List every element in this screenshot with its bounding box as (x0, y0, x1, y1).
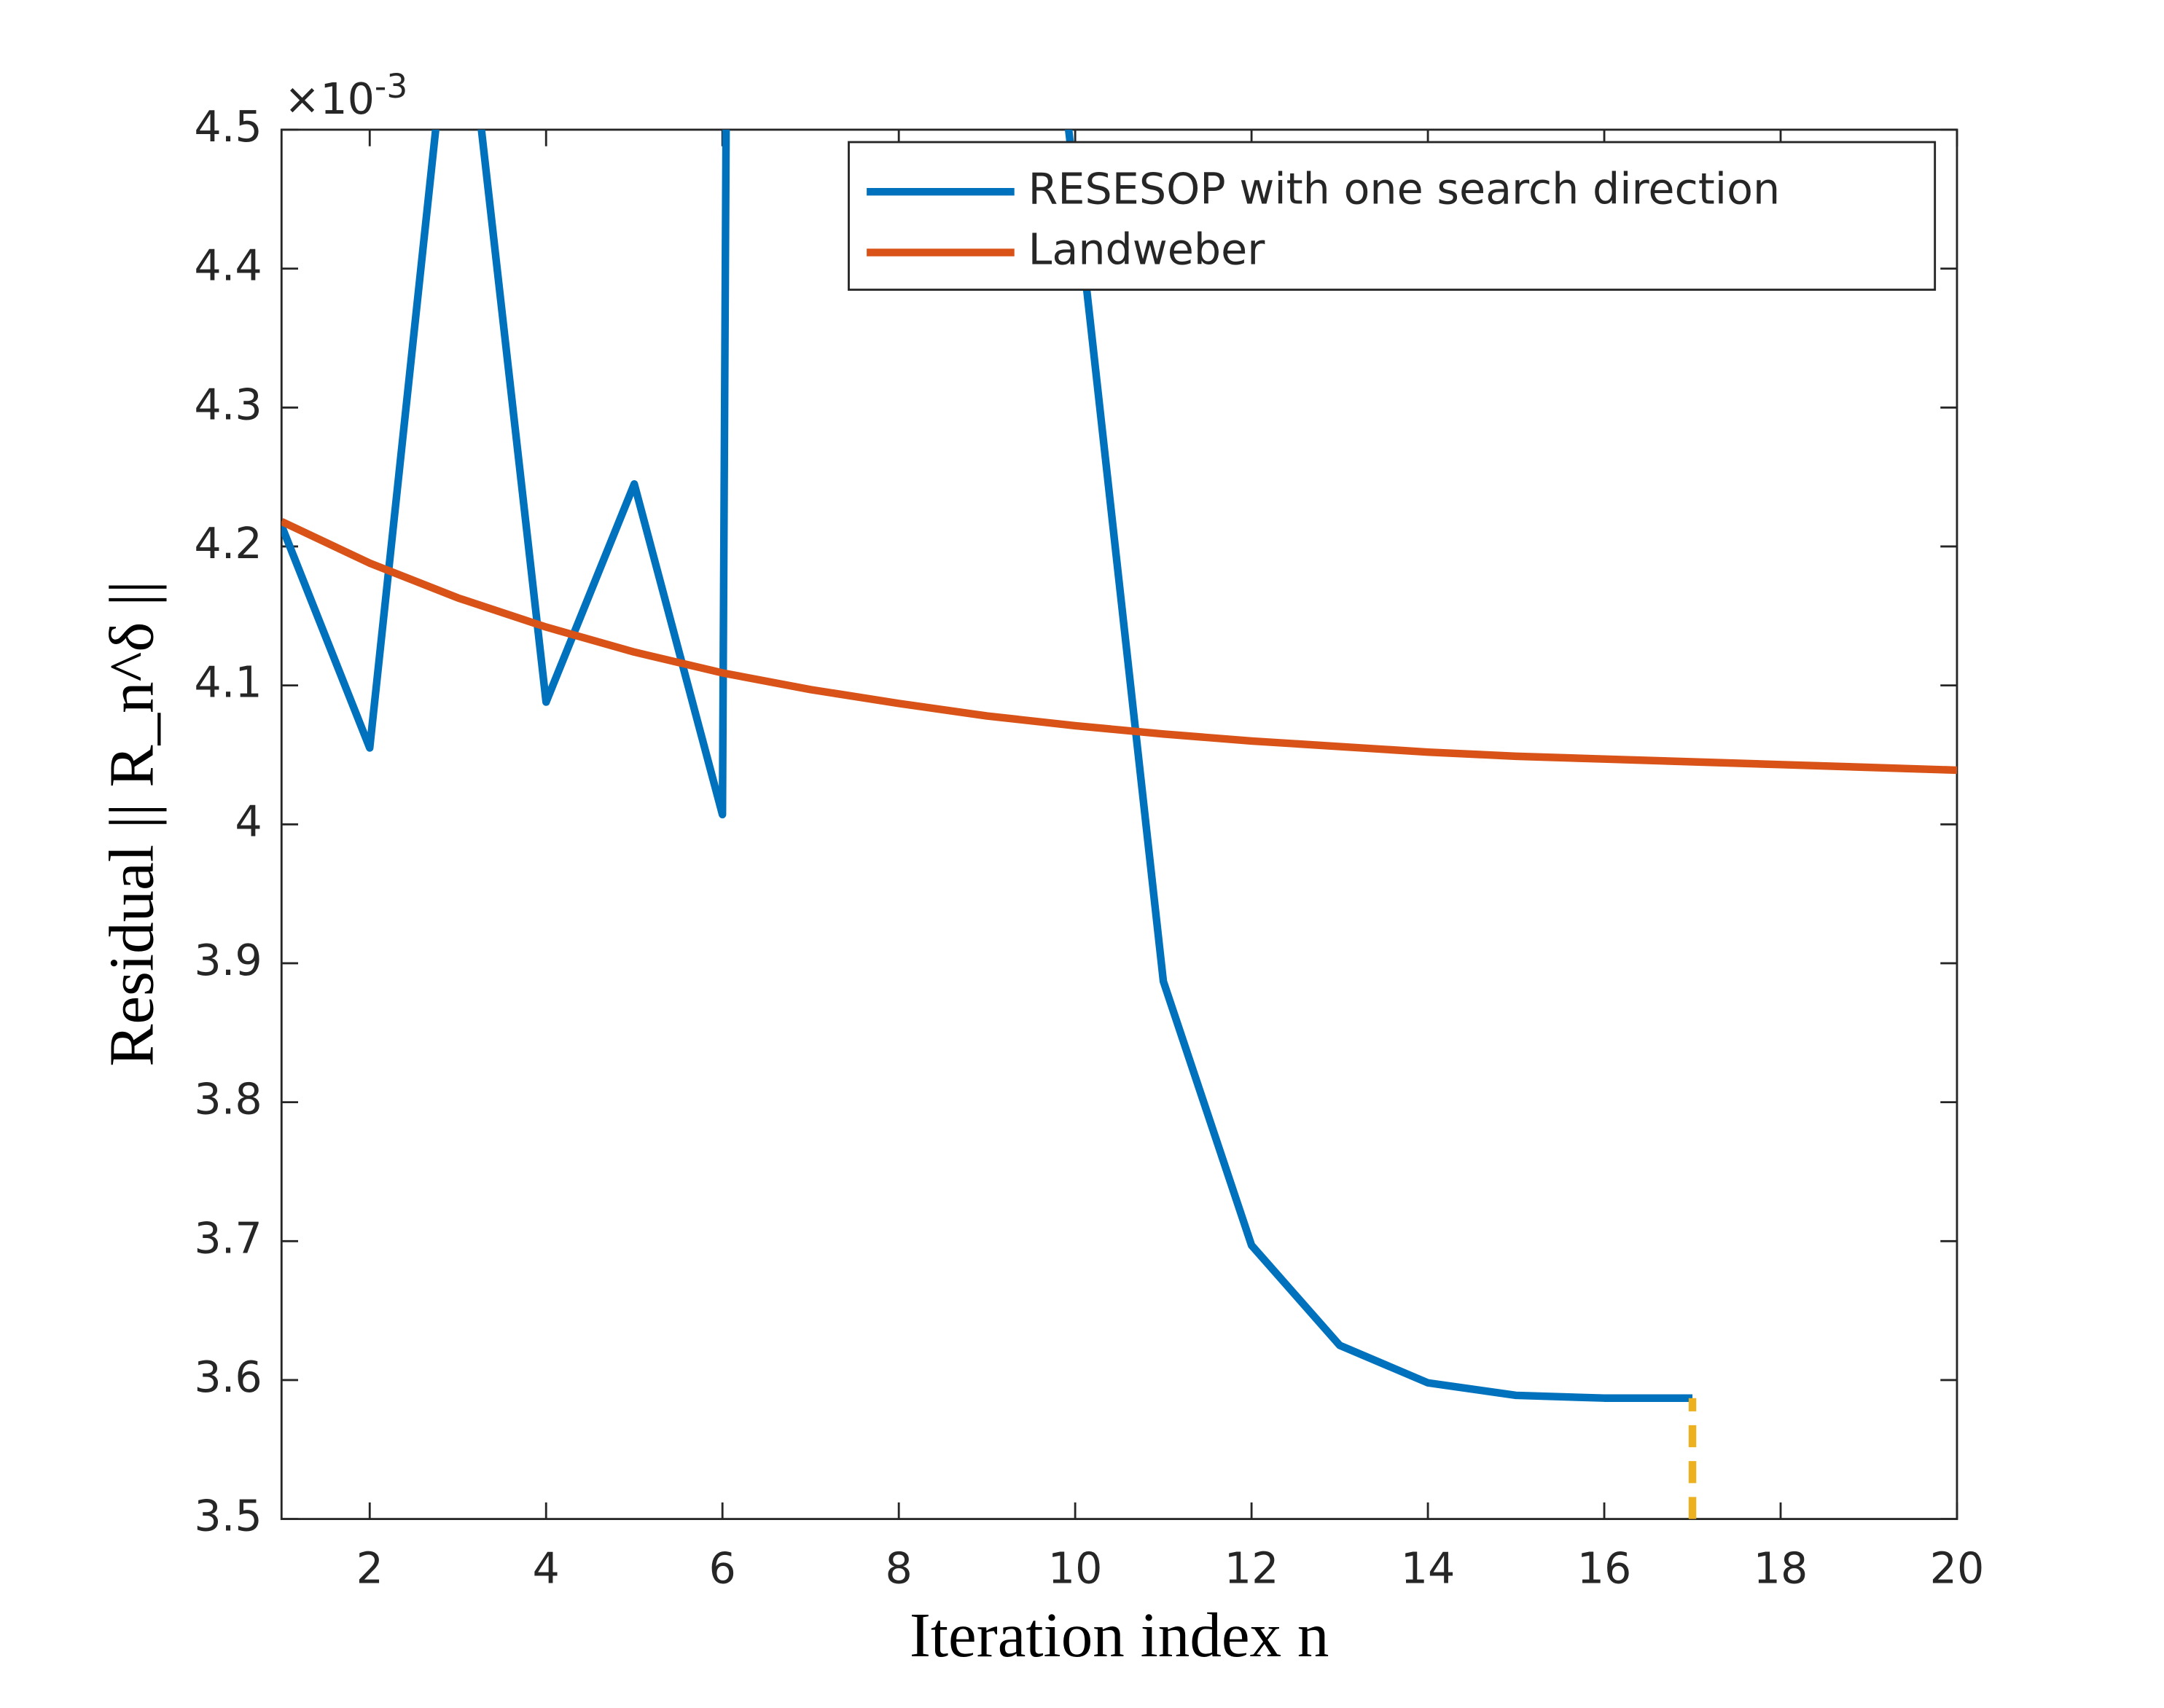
series-line (281, 517, 1957, 775)
x-tick-label: 10 (1048, 1544, 1103, 1594)
x-tick-label: 20 (1930, 1544, 1985, 1594)
y-tick-label: 4.1 (194, 658, 262, 708)
plot-lines (281, 129, 1957, 1519)
y-tick-label: 3.9 (194, 936, 262, 985)
x-tick-label: 2 (356, 1544, 383, 1594)
x-tick-label: 12 (1224, 1544, 1279, 1594)
x-tick-label: 6 (709, 1544, 736, 1594)
y-tick-label: 4.2 (194, 519, 262, 568)
y-tick-label: 4.3 (194, 380, 262, 429)
multiplier-base: ×10 (284, 74, 375, 124)
legend-box (848, 141, 1937, 291)
y-tick-label: 3.6 (194, 1352, 262, 1402)
series-line (281, 129, 1693, 1402)
x-tick-label: 16 (1577, 1544, 1632, 1594)
x-tick-label: 18 (1754, 1544, 1808, 1594)
legend-label: Landweber (1028, 225, 1266, 275)
y-axis-label: Residual || R_n^δ || (95, 581, 166, 1067)
y-tick-label: 4.4 (194, 241, 262, 291)
y-tick-label: 4 (235, 796, 262, 846)
y-tick-label: 3.7 (194, 1213, 262, 1263)
axis-multiplier: ×10-3 (284, 67, 407, 125)
legend-label: RESESOP with one search direction (1028, 164, 1781, 214)
y-tick-label: 3.8 (194, 1075, 262, 1124)
x-tick-label: 4 (533, 1544, 560, 1594)
y-tick-label: 4.5 (194, 102, 262, 152)
x-axis-label: Iteration index n (910, 1599, 1329, 1670)
x-tick-label: 8 (885, 1544, 912, 1594)
y-tick-label: 3.5 (194, 1492, 262, 1541)
multiplier-exponent: -3 (375, 67, 407, 106)
x-tick-label: 14 (1401, 1544, 1456, 1594)
plot-area (280, 128, 1958, 1521)
